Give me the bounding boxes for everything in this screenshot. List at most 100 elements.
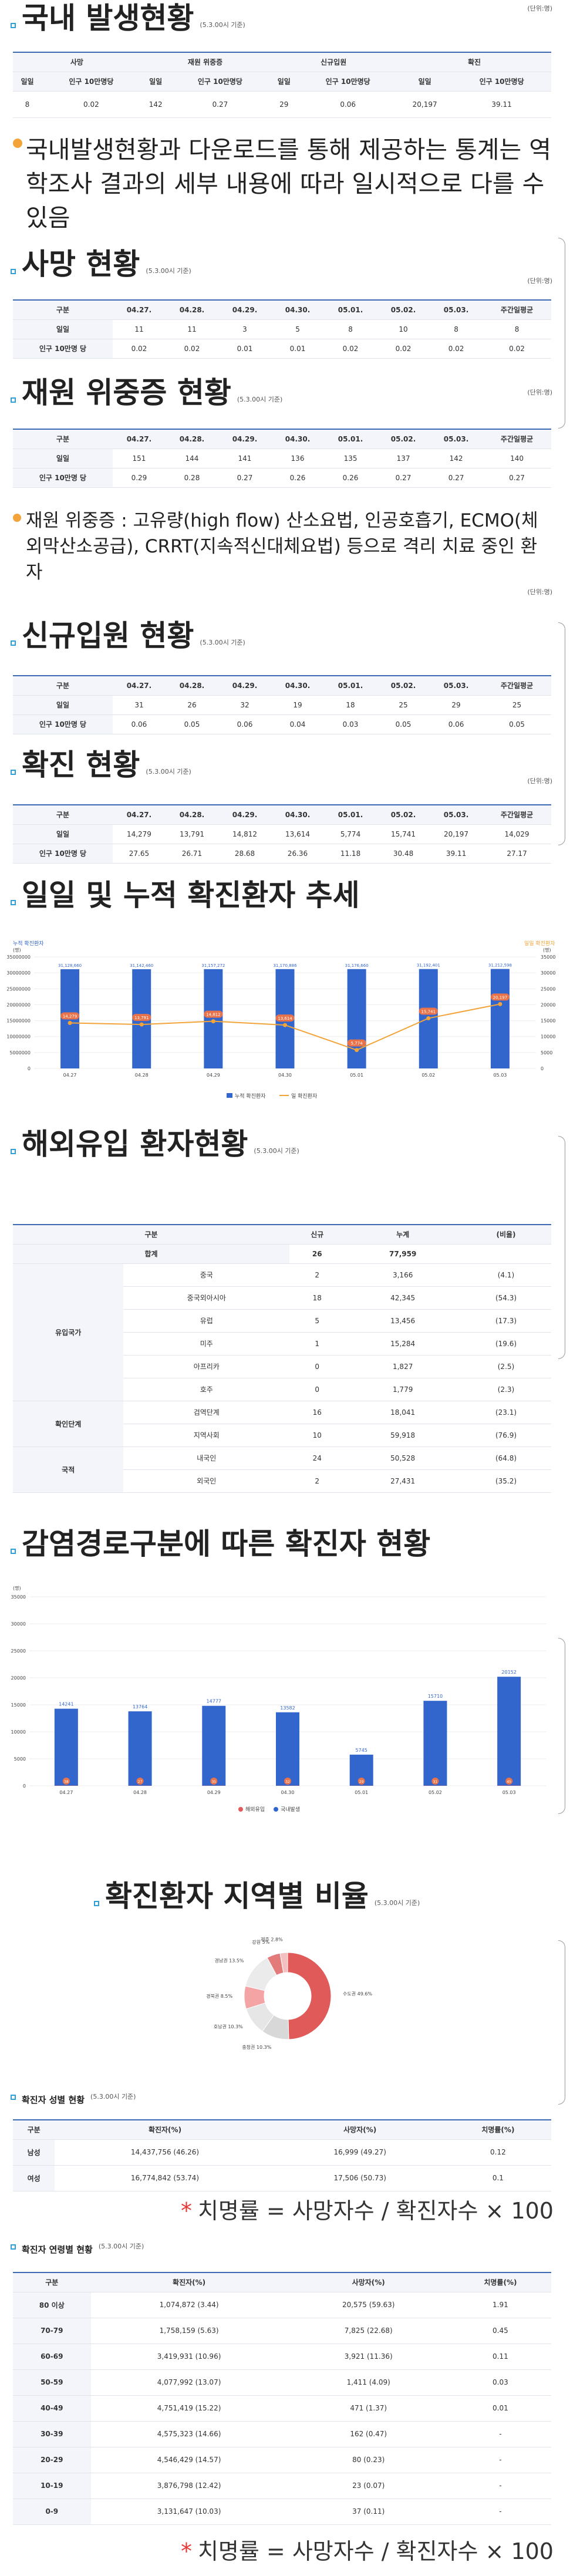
- table-cell: 16: [289, 1401, 345, 1424]
- table-cell: 0.27: [170, 91, 270, 118]
- table-cell: 4,751,419 (15.22): [90, 2395, 288, 2422]
- table-cell: 26: [289, 1244, 345, 1264]
- col-header: 04.30.: [271, 675, 325, 696]
- y2-tick-label: 25000: [541, 986, 555, 992]
- table-row: 중국외아시아 18 42,345 (54.3): [13, 1286, 551, 1310]
- table-row: 30-39 4,575,323 (14.66) 162 (0.47) -: [13, 2421, 551, 2447]
- bar-value-label: 20152: [501, 1670, 516, 1675]
- table-cell: 151: [112, 449, 166, 468]
- imported-value-badge: [210, 1778, 218, 1785]
- domestic-bar: [276, 1712, 299, 1786]
- row-group: 유입국가: [13, 1263, 124, 1401]
- bullet-icon: [11, 23, 16, 28]
- table-cell: 1: [289, 1332, 345, 1356]
- asterisk-icon: *: [180, 2538, 192, 2564]
- slice-label: 경남권 13.5%: [214, 1958, 244, 1964]
- domestic-bar: [54, 1708, 78, 1786]
- table-row: 국적 내국인 24 50,528 (64.8): [13, 1447, 551, 1493]
- table-cell: 80 (0.23): [287, 2447, 450, 2473]
- cumulative-bar: [490, 969, 510, 1068]
- y2-tick-label: 20000: [541, 1002, 555, 1007]
- col-header: 주간일평균: [483, 804, 551, 825]
- x-tick-label: 04.29: [207, 1073, 220, 1078]
- col-header: 구분: [13, 804, 113, 825]
- table-cell: 11.18: [324, 844, 377, 864]
- region-slice: [287, 1952, 332, 2040]
- row-label: 일일: [13, 824, 113, 844]
- x-tick-label: 05.02: [421, 1073, 435, 1078]
- legend-label: 국내발생: [281, 1806, 300, 1813]
- daily-value-label: 14,279: [63, 1014, 77, 1019]
- row-label: 미주: [123, 1332, 290, 1356]
- table-cell: 25: [377, 695, 430, 715]
- table-row: 아프리카 0 1,827 (2.5): [13, 1355, 551, 1378]
- cumulative-bar: [347, 969, 366, 1068]
- confirmed-heading: 확진 현황 (5.3.00시 기준): [11, 750, 191, 780]
- bar-value-label: 31,170,886: [273, 963, 297, 968]
- age-title: 확진자 연령별 현황: [22, 2244, 93, 2255]
- daily-point: [426, 1016, 431, 1021]
- table-row: 20-29 4,546,429 (14.57) 80 (0.23) -: [13, 2447, 551, 2473]
- deaths-unit: (단위:명): [527, 277, 552, 285]
- imported-value-badge: [62, 1778, 70, 1785]
- table-row: 70-79 1,758,159 (5.63) 7,825 (22.68) 0.45: [13, 2318, 551, 2344]
- region-title: 확진환자 지역별 비율: [105, 1879, 369, 1913]
- daily-point: [355, 1048, 359, 1053]
- row-label: 10-19: [13, 2473, 91, 2499]
- bar-value-label: 31,192,401: [417, 963, 440, 968]
- severe-table: 구분 04.27. 04.28. 04.29. 04.30. 05.01. 05.02. 05…: [13, 429, 551, 488]
- col-sub: 인구 10만명당: [170, 72, 270, 92]
- table-row: 인구 10만명 당 0.02 0.02 0.01 0.01 0.02 0.02 0.02 0.0…: [13, 339, 551, 359]
- table-cell: 24: [289, 1447, 345, 1470]
- y2-tick-label: 30000: [541, 970, 555, 976]
- slice-label: 제주 2.8%: [261, 1937, 283, 1942]
- formula-text: 치명률 = 사망자수 / 확진자수 × 100: [197, 2538, 554, 2564]
- col-header: 05.02.: [377, 804, 430, 825]
- legend-label: 해외유입: [245, 1806, 265, 1813]
- col-header: 구분: [13, 2272, 91, 2292]
- table-cell: 2: [289, 1469, 345, 1493]
- severe-note-text: 재원 위중증 : 고유량(high flow) 산소요법, 인공호흡기, ECM…: [26, 510, 538, 583]
- table-cell: 0.03: [449, 2369, 551, 2396]
- table-cell: 5: [271, 319, 325, 339]
- deaths-asof: (5.3.00시 기준): [146, 267, 191, 275]
- left-axis-title: 누적 확진환자: [13, 940, 44, 947]
- age-table: 구분 확진자(%) 사망자(%) 치명률(%) 80 이상 1,074,872 (3.44…: [13, 2272, 551, 2525]
- daily-point: [139, 1022, 144, 1027]
- row-label: 인구 10만명 당: [13, 844, 113, 864]
- y-tick-label: 0: [28, 1066, 31, 1071]
- table-cell: 5: [289, 1309, 345, 1333]
- table-cell: 0.06: [112, 714, 166, 734]
- table-cell: 14,279: [112, 824, 166, 844]
- notice-text: 국내발생현황과 다운로드를 통해 제공하는 통계는 역학조사 결과의 세부 내용…: [26, 136, 552, 232]
- row-label: 중국: [123, 1263, 290, 1287]
- deaths-heading: 사망 현황 (5.3.00시 기준): [11, 249, 191, 279]
- table-cell: 77,959: [345, 1244, 461, 1264]
- y-tick-label: 15000: [11, 1702, 26, 1708]
- col-header: 04.28.: [165, 804, 218, 825]
- section-bracket: [558, 238, 565, 429]
- col-header: 05.02.: [377, 299, 430, 320]
- trend-title: 일일 및 누적 확진환자 추세: [22, 878, 360, 912]
- row-label: 40-49: [13, 2395, 91, 2422]
- table-cell: 144: [165, 449, 218, 468]
- daily-value-label: 15,741: [421, 1010, 436, 1014]
- table-cell: 15,284: [345, 1332, 461, 1356]
- x-tick-label: 05.01: [350, 1073, 363, 1078]
- formula-text: 치명률 = 사망자수 / 확진자수 × 100: [197, 2198, 554, 2224]
- table-cell: 0.01: [218, 339, 271, 359]
- row-label: 0-9: [13, 2499, 91, 2525]
- route-title: 감염경로구분에 따른 확진자 현황: [22, 1527, 431, 1561]
- overview-asof: (5.3.00시 기준): [200, 21, 245, 29]
- table-cell: 142: [430, 449, 483, 468]
- slice-label: 충청권 10.3%: [242, 2044, 271, 2050]
- row-label: 일일: [13, 449, 113, 468]
- bullet-icon: [11, 269, 16, 274]
- imported-value-label: 27: [138, 1780, 143, 1784]
- table-cell: 0: [289, 1378, 345, 1401]
- x-tick-label: 04.29: [207, 1790, 221, 1795]
- table-row: 외국인 2 27,431 (35.2): [13, 1469, 551, 1493]
- table-row: 인구 10만명 당 27.65 26.71 28.68 26.36 11.18 30.48 3…: [13, 844, 551, 864]
- table-cell: 8: [483, 319, 551, 339]
- age-asof: (5.3.00시 기준): [98, 2243, 144, 2250]
